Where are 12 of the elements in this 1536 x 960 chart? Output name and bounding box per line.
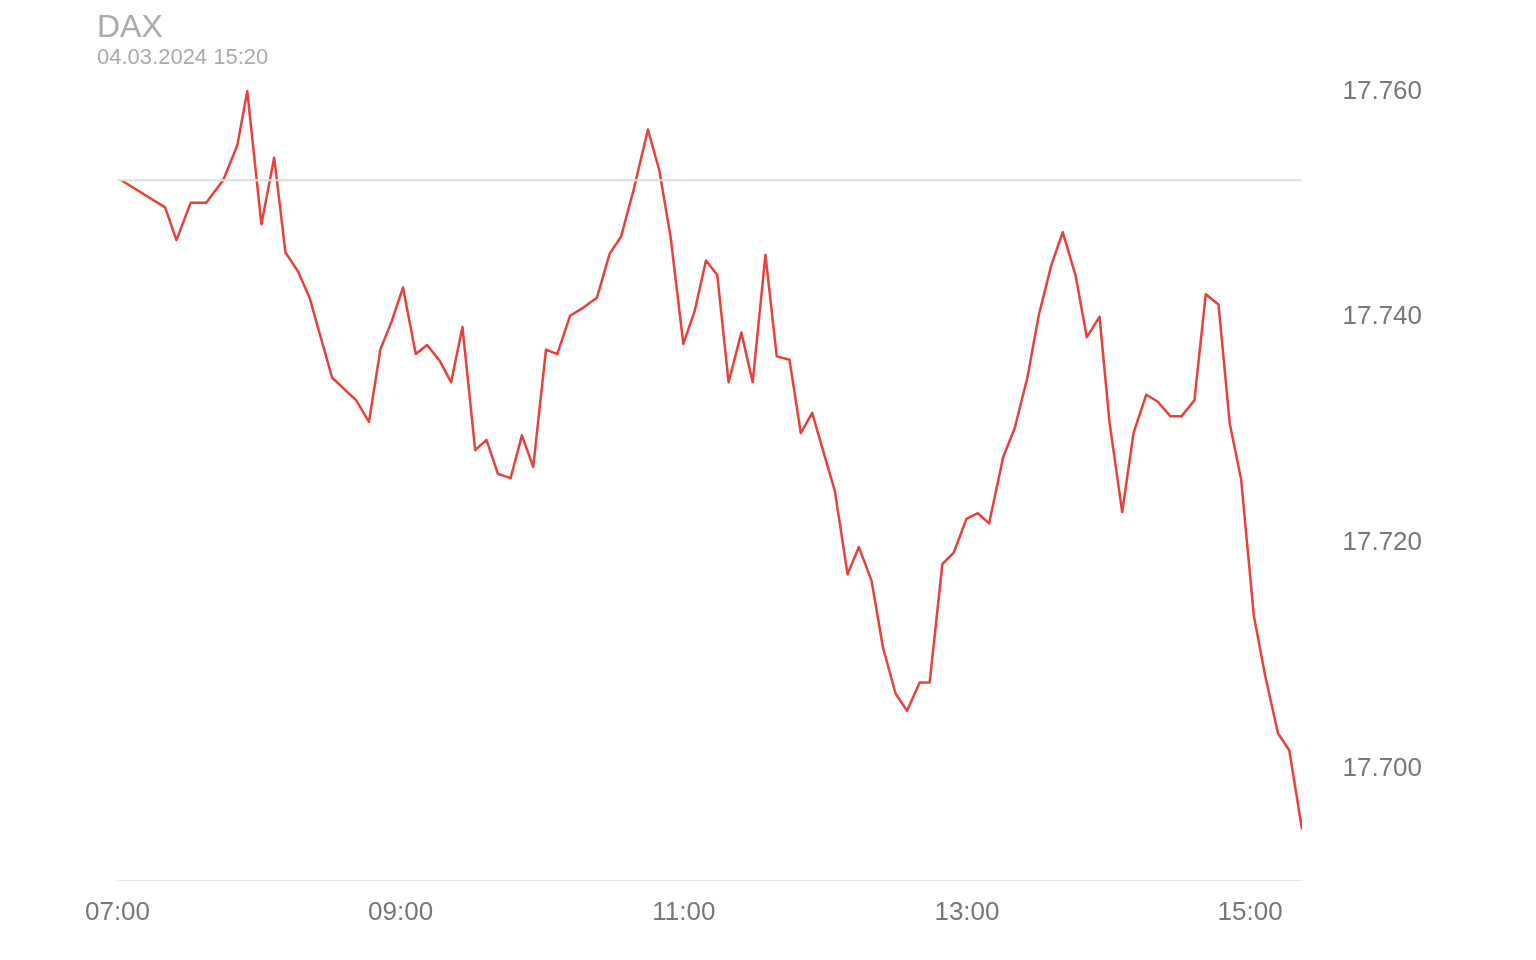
chart-subtitle: 04.03.2024 15:20 <box>97 44 269 69</box>
y-tick-label: 17.760 <box>1342 74 1423 105</box>
chart-title: DAX <box>97 8 163 44</box>
y-tick-label: 17.720 <box>1342 525 1423 556</box>
y-tick-label: 17.700 <box>1342 751 1423 782</box>
x-tick-label: 07:00 <box>84 895 151 926</box>
x-tick-label: 09:00 <box>368 895 434 926</box>
line-series <box>120 90 1302 831</box>
x-tick-label: 11:00 <box>652 895 716 926</box>
y-tick-label: 17.740 <box>1342 300 1423 331</box>
x-tick-label: 15:00 <box>1217 895 1283 926</box>
x-tick-label: 13:00 <box>934 895 1000 926</box>
